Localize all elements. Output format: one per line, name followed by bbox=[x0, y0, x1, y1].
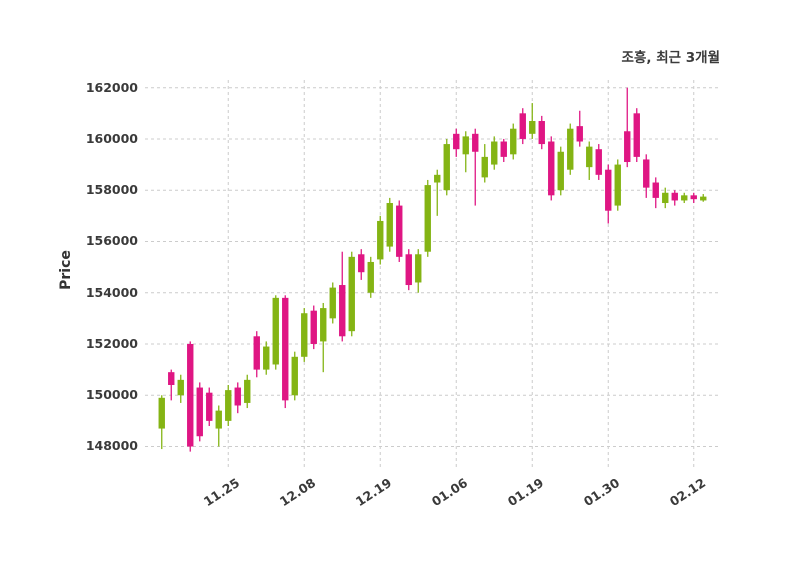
candle-body bbox=[158, 397, 165, 429]
candle-body bbox=[690, 195, 697, 200]
candle-body bbox=[643, 159, 650, 188]
candle-body bbox=[605, 169, 612, 211]
candle-body bbox=[301, 313, 308, 357]
candle-body bbox=[329, 287, 336, 319]
candle-body bbox=[434, 174, 441, 183]
candle-body bbox=[500, 141, 507, 157]
candle-body bbox=[586, 146, 593, 168]
candle-body bbox=[481, 156, 488, 178]
candle-body bbox=[234, 387, 241, 406]
candle-body bbox=[253, 336, 260, 370]
candle-body bbox=[415, 254, 422, 283]
candle-body bbox=[405, 254, 412, 286]
candle-body bbox=[529, 121, 536, 134]
candle-body bbox=[700, 196, 707, 201]
candle-body bbox=[396, 205, 403, 257]
candle-body bbox=[491, 141, 498, 165]
candle-body bbox=[168, 372, 175, 385]
candle-body bbox=[538, 121, 545, 145]
candle-body bbox=[320, 308, 327, 342]
candle-body bbox=[567, 128, 574, 170]
candle-body bbox=[291, 356, 298, 396]
candle-body bbox=[624, 131, 631, 163]
candle-body bbox=[424, 185, 431, 252]
candle-body bbox=[263, 346, 270, 370]
candle-body bbox=[196, 387, 203, 437]
candle-body bbox=[519, 113, 526, 139]
candle-body bbox=[225, 390, 232, 421]
x-tick-label: 12.19 bbox=[353, 475, 395, 510]
candle-body bbox=[339, 285, 346, 337]
candle-body bbox=[358, 254, 365, 273]
y-tick-label: 162000 bbox=[85, 79, 138, 95]
y-tick-label: 152000 bbox=[85, 335, 138, 351]
candle-body bbox=[244, 379, 251, 403]
candle-body bbox=[177, 379, 184, 396]
candle-body bbox=[548, 141, 555, 196]
candle-body bbox=[310, 310, 317, 344]
plot-area bbox=[145, 80, 720, 467]
candle-body bbox=[510, 128, 517, 155]
candle-body bbox=[453, 133, 460, 150]
x-tick-label: 11.25 bbox=[201, 475, 243, 510]
y-tick-label: 158000 bbox=[85, 182, 138, 198]
candle-body bbox=[443, 144, 450, 191]
candle-body bbox=[187, 343, 194, 447]
candle-body bbox=[671, 192, 678, 201]
x-tick-label: 12.08 bbox=[277, 475, 319, 510]
candle-body bbox=[367, 261, 374, 293]
y-tick-label: 154000 bbox=[85, 284, 138, 300]
candle-body bbox=[206, 392, 213, 421]
candle-body bbox=[633, 113, 640, 157]
y-tick-label: 150000 bbox=[85, 387, 138, 403]
candle-body bbox=[462, 136, 469, 155]
y-tick-label: 156000 bbox=[85, 233, 138, 249]
x-tick-label: 02.12 bbox=[666, 475, 708, 510]
x-tick-label: 01.06 bbox=[429, 475, 471, 510]
candle-body bbox=[595, 149, 602, 175]
candle-body bbox=[386, 203, 393, 247]
candle-body bbox=[681, 195, 688, 201]
y-tick-label: 160000 bbox=[85, 130, 138, 146]
candle-body bbox=[348, 256, 355, 332]
candle-body bbox=[576, 126, 583, 142]
y-tick-label: 148000 bbox=[85, 438, 138, 454]
chart-title: 조흥, 최근 3개월 bbox=[621, 50, 720, 66]
candle-body bbox=[662, 192, 669, 204]
x-tick-label: 01.19 bbox=[505, 475, 547, 510]
candle-body bbox=[652, 182, 659, 198]
candle-body bbox=[472, 133, 479, 152]
candle-body bbox=[215, 410, 222, 429]
candle-body bbox=[614, 164, 621, 206]
candle-body bbox=[377, 220, 384, 260]
candle-body bbox=[282, 297, 289, 401]
candle-body bbox=[557, 151, 564, 191]
candle-body bbox=[272, 297, 279, 365]
x-tick-label: 01.30 bbox=[581, 475, 623, 510]
